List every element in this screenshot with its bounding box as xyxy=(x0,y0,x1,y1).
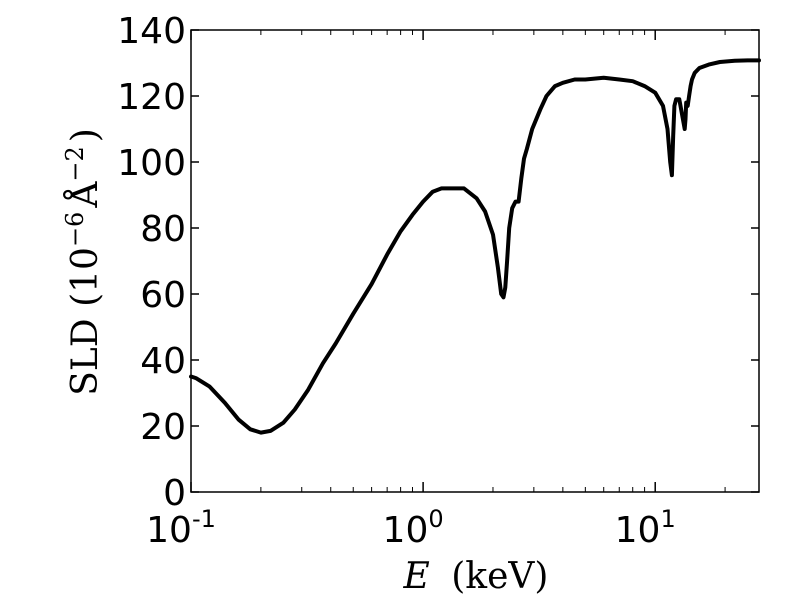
y-tick-label: 20 xyxy=(140,407,186,448)
x-tick-label: 100 xyxy=(383,505,444,551)
x-tick-label-exponent: -1 xyxy=(192,505,216,533)
plot-area-frame xyxy=(190,29,760,493)
x-tick-label-exponent: 0 xyxy=(428,505,443,533)
x-tick-label-base: 10 xyxy=(615,510,661,551)
x-tick-label-exponent: 1 xyxy=(660,505,675,533)
y-tick-label: 60 xyxy=(140,275,186,316)
x-tick-label: 10-1 xyxy=(146,505,216,551)
y-tick-label: 140 xyxy=(117,11,186,52)
x-axis-variable: E xyxy=(403,556,430,597)
x-axis-ticks: 10-1 100 101 xyxy=(146,30,726,551)
y-axis-ticks: 0 20 40 60 80 100 120 140 xyxy=(117,11,759,514)
y-axis-label-text: SLD (10 xyxy=(65,247,106,396)
y-tick-label: 80 xyxy=(140,209,186,250)
x-tick-label: 101 xyxy=(615,505,676,551)
y-axis-label-exp1: −6 xyxy=(61,212,89,247)
x-tick-label-base: 10 xyxy=(146,510,192,551)
y-axis-label-unit: Å xyxy=(64,181,106,209)
y-axis-label-close: ) xyxy=(65,128,106,142)
y-axis-label: SLD (10−6 Å−2) xyxy=(61,128,106,396)
y-tick-label: 0 xyxy=(163,473,186,514)
y-tick-label: 100 xyxy=(117,143,186,184)
x-tick-label-base: 10 xyxy=(383,510,429,551)
y-tick-label: 40 xyxy=(140,341,186,382)
y-axis-label-exp2: −2 xyxy=(61,146,89,181)
y-tick-label: 120 xyxy=(117,77,186,118)
sld-series-line xyxy=(189,58,761,435)
x-axis-unit: (keV) xyxy=(451,556,548,597)
x-axis-label: E (keV) xyxy=(403,556,549,597)
